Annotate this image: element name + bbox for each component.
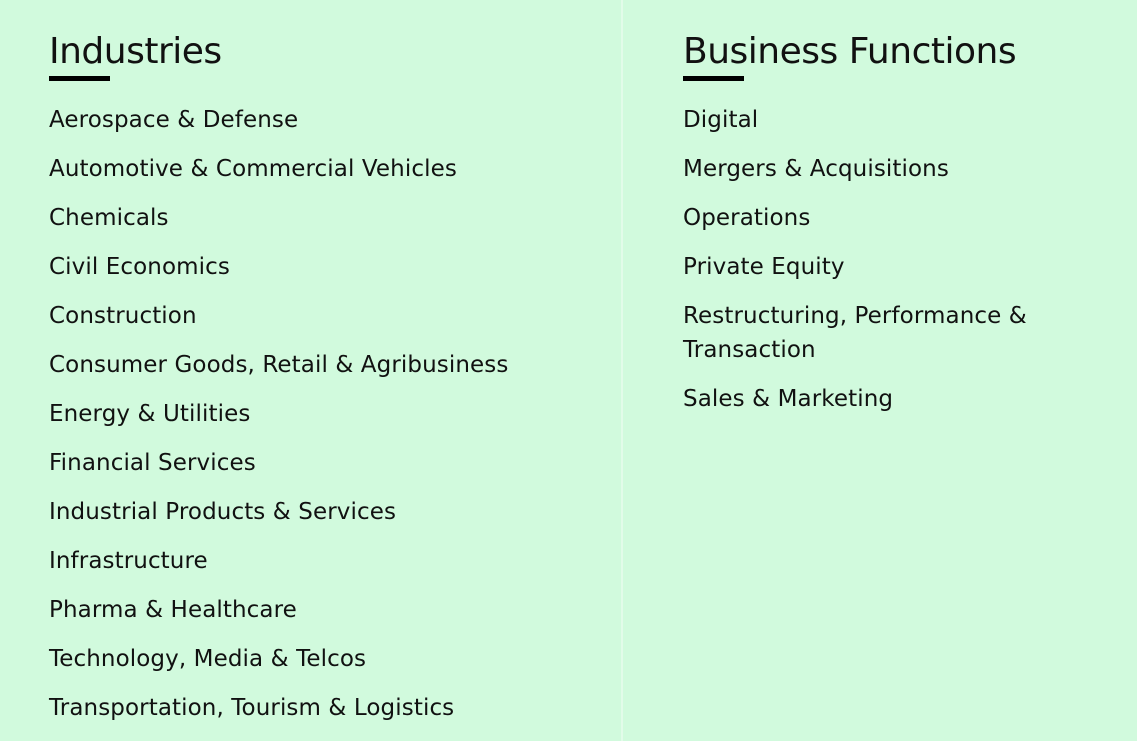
- function-link-digital[interactable]: Digital: [683, 107, 759, 133]
- industry-link-industrial-products-services[interactable]: Industrial Products & Services: [49, 499, 397, 525]
- business-functions-section: Business Functions Digital Mergers & Acq…: [683, 30, 1093, 431]
- industries-heading: Industries: [49, 31, 222, 72]
- business-functions-heading: Business Functions: [683, 31, 1017, 72]
- list-item: Private Equity: [683, 250, 1093, 284]
- column-divider: [621, 0, 623, 741]
- list-item: Civil Economics: [49, 250, 609, 284]
- function-link-restructuring-performance-transaction[interactable]: Restructuring, Performance & Transaction: [683, 303, 1027, 363]
- list-item: Sales & Marketing: [683, 382, 1093, 416]
- industry-link-transportation-tourism-logistics[interactable]: Transportation, Tourism & Logistics: [49, 695, 455, 721]
- list-item: Industrial Products & Services: [49, 495, 609, 529]
- industry-link-financial-services[interactable]: Financial Services: [49, 450, 256, 476]
- industries-heading-underline: [49, 76, 110, 81]
- list-item: Mergers & Acquisitions: [683, 152, 1093, 186]
- industry-link-energy-utilities[interactable]: Energy & Utilities: [49, 401, 251, 427]
- list-item: Aerospace & Defense: [49, 103, 609, 137]
- industry-link-infrastructure[interactable]: Infrastructure: [49, 548, 208, 574]
- list-item: Technology, Media & Telcos: [49, 642, 609, 676]
- industry-link-automotive-commercial-vehicles[interactable]: Automotive & Commercial Vehicles: [49, 156, 457, 182]
- list-item: Restructuring, Performance & Transaction: [683, 299, 1093, 367]
- industry-link-civil-economics[interactable]: Civil Economics: [49, 254, 230, 280]
- list-item: Digital: [683, 103, 1093, 137]
- function-link-sales-marketing[interactable]: Sales & Marketing: [683, 386, 894, 412]
- list-item: Consumer Goods, Retail & Agribusiness: [49, 348, 609, 382]
- list-item: Chemicals: [49, 201, 609, 235]
- list-item: Infrastructure: [49, 544, 609, 578]
- industry-link-consumer-goods-retail-agribusiness[interactable]: Consumer Goods, Retail & Agribusiness: [49, 352, 509, 378]
- industries-section: Industries Aerospace & Defense Automotiv…: [49, 30, 609, 740]
- list-item: Automotive & Commercial Vehicles: [49, 152, 609, 186]
- list-item: Energy & Utilities: [49, 397, 609, 431]
- business-functions-heading-underline: [683, 76, 744, 81]
- industries-list: Aerospace & Defense Automotive & Commerc…: [49, 103, 609, 725]
- industry-link-pharma-healthcare[interactable]: Pharma & Healthcare: [49, 597, 297, 623]
- list-item: Pharma & Healthcare: [49, 593, 609, 627]
- function-link-private-equity[interactable]: Private Equity: [683, 254, 845, 280]
- list-item: Construction: [49, 299, 609, 333]
- list-item: Financial Services: [49, 446, 609, 480]
- function-link-mergers-acquisitions[interactable]: Mergers & Acquisitions: [683, 156, 949, 182]
- function-link-operations[interactable]: Operations: [683, 205, 811, 231]
- list-item: Operations: [683, 201, 1093, 235]
- list-item: Transportation, Tourism & Logistics: [49, 691, 609, 725]
- business-functions-list: Digital Mergers & Acquisitions Operation…: [683, 103, 1093, 416]
- industry-link-chemicals[interactable]: Chemicals: [49, 205, 169, 231]
- industry-link-aerospace-defense[interactable]: Aerospace & Defense: [49, 107, 299, 133]
- industry-link-technology-media-telcos[interactable]: Technology, Media & Telcos: [49, 646, 367, 672]
- industry-link-construction[interactable]: Construction: [49, 303, 197, 329]
